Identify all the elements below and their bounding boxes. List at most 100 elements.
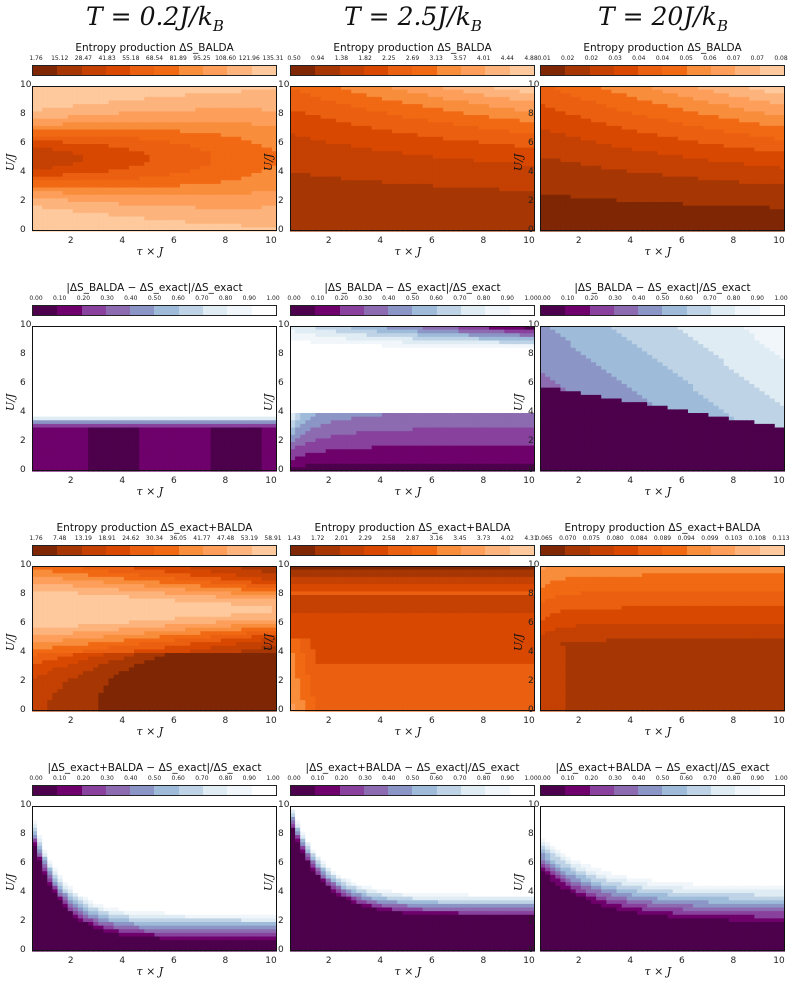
contour-cell bbox=[591, 227, 597, 232]
contour-cell bbox=[108, 158, 115, 163]
contour-cell bbox=[667, 118, 674, 123]
contour-cell bbox=[220, 133, 227, 138]
contour-cell bbox=[261, 227, 268, 232]
contour-cell bbox=[540, 96, 546, 102]
contour-cell bbox=[225, 100, 232, 105]
contour-cell bbox=[123, 205, 130, 210]
contour-cell bbox=[417, 209, 424, 214]
contour-cell bbox=[580, 183, 587, 189]
contour-cell bbox=[540, 100, 546, 105]
contour-cell bbox=[575, 223, 582, 228]
contour-cell bbox=[601, 205, 607, 210]
contour-cell bbox=[180, 191, 186, 196]
contour-cell bbox=[468, 93, 475, 98]
contour-cell bbox=[504, 162, 511, 167]
contour-cell bbox=[626, 216, 633, 221]
contour-cell bbox=[616, 173, 623, 178]
contour-cell bbox=[601, 147, 607, 152]
contour-cell bbox=[205, 93, 212, 98]
contour-cell bbox=[626, 104, 633, 109]
contour-cell bbox=[397, 169, 403, 174]
contour-cell bbox=[560, 198, 567, 203]
contour-cell bbox=[591, 96, 597, 102]
contour-cell bbox=[123, 183, 130, 189]
contour-cell bbox=[37, 129, 43, 134]
contour-cell bbox=[366, 162, 373, 167]
contour-cell bbox=[200, 100, 207, 105]
contour-cell bbox=[555, 220, 562, 225]
contour-cell bbox=[174, 227, 181, 232]
contour-cell bbox=[601, 173, 607, 178]
contour-cell bbox=[215, 187, 222, 192]
contour-cell bbox=[113, 125, 120, 131]
colorbar-tick-label: 1.38 bbox=[335, 55, 348, 62]
contour-cell bbox=[601, 107, 607, 112]
contour-cell bbox=[580, 169, 587, 174]
contour-cell bbox=[494, 111, 500, 116]
contour-cell bbox=[134, 165, 140, 170]
contour-cell bbox=[626, 118, 633, 123]
contour-cell bbox=[341, 158, 347, 163]
contour-cell bbox=[37, 147, 43, 152]
contour-cell bbox=[422, 205, 429, 210]
colorbar-title: Entropy production ΔS_BALDA bbox=[32, 42, 277, 54]
contour-cell bbox=[200, 89, 207, 94]
contour-cell bbox=[422, 180, 429, 185]
contour-cell bbox=[67, 220, 74, 225]
contour-cell bbox=[366, 122, 373, 127]
contour-cell bbox=[601, 154, 607, 160]
contour-cell bbox=[621, 183, 628, 189]
contour-cell bbox=[580, 151, 587, 156]
contour-cell bbox=[215, 144, 222, 149]
contour-cell bbox=[118, 180, 125, 185]
contour-cell bbox=[524, 165, 531, 170]
contour-cell bbox=[402, 118, 408, 123]
contour-cell bbox=[346, 89, 352, 94]
contour-cell bbox=[662, 180, 669, 185]
contour-cell bbox=[195, 144, 202, 149]
contour-cell bbox=[266, 198, 273, 203]
contour-cell bbox=[606, 151, 613, 156]
contour-cell bbox=[545, 104, 551, 109]
contour-cell bbox=[305, 205, 312, 210]
contour-cell bbox=[580, 194, 587, 199]
contour-cell bbox=[98, 96, 105, 102]
contour-cell bbox=[67, 165, 74, 170]
contour-cell bbox=[180, 223, 186, 228]
colorbar-tick-label: 0.02 bbox=[561, 55, 574, 62]
colorbar-segment bbox=[461, 66, 486, 75]
contour-cell bbox=[195, 115, 202, 120]
contour-cell bbox=[231, 162, 237, 167]
contour-cell bbox=[315, 165, 322, 170]
contour-cell bbox=[205, 194, 212, 199]
contour-cell bbox=[524, 205, 531, 210]
contour-cell bbox=[478, 115, 485, 120]
contour-cell bbox=[473, 122, 480, 127]
contour-cell bbox=[57, 129, 64, 134]
contour-cell bbox=[540, 158, 546, 163]
contour-cell bbox=[580, 198, 587, 203]
contour-cell bbox=[128, 140, 135, 145]
contour-cell bbox=[591, 104, 597, 109]
contour-cell bbox=[139, 133, 145, 138]
contour-cell bbox=[545, 198, 551, 203]
contour-cell bbox=[220, 100, 227, 105]
contour-cell bbox=[164, 133, 171, 138]
contour-cell bbox=[241, 209, 247, 214]
contour-cell bbox=[438, 194, 444, 199]
contour-cell bbox=[330, 136, 337, 141]
contour-cell bbox=[123, 122, 130, 127]
contour-cell bbox=[642, 122, 648, 127]
contour-cell bbox=[300, 125, 306, 131]
contour-cell bbox=[463, 227, 470, 232]
contour-cell bbox=[241, 176, 247, 181]
contour-cell bbox=[77, 158, 84, 163]
contour-cell bbox=[392, 162, 398, 167]
contour-cell bbox=[47, 151, 54, 156]
contour-cell bbox=[164, 227, 171, 232]
contour-cell bbox=[210, 191, 217, 196]
contour-cell bbox=[220, 183, 227, 189]
contour-cell bbox=[295, 220, 301, 225]
contour-cell bbox=[108, 209, 115, 214]
contour-cell bbox=[636, 118, 643, 123]
